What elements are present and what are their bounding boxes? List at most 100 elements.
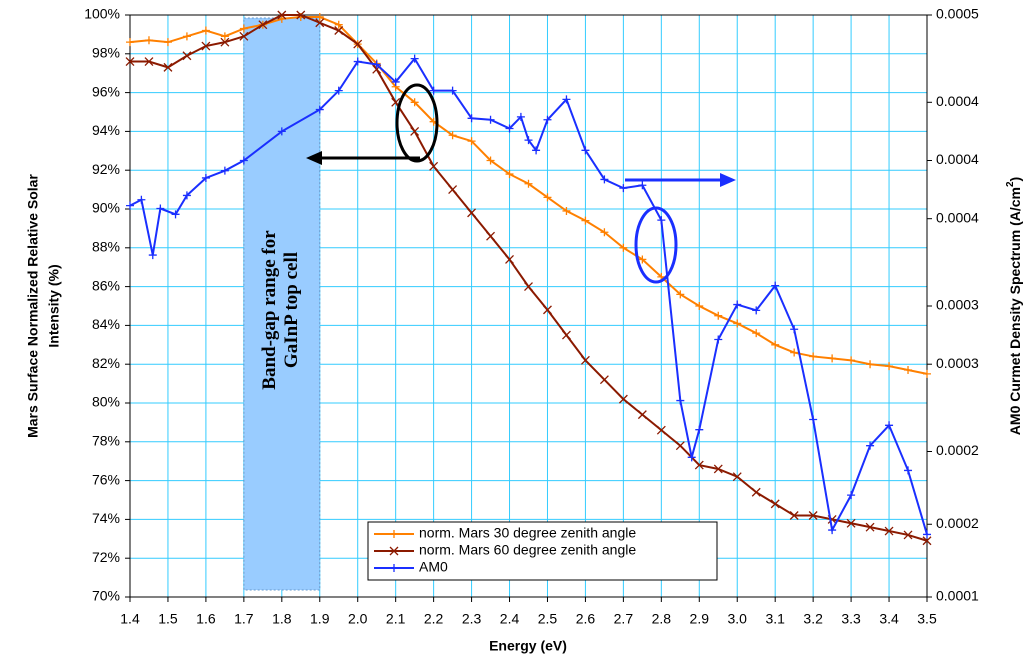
marker [733,319,742,328]
marker [220,32,229,41]
marker [885,362,894,371]
x-tick-label: 1.8 [272,611,292,627]
marker [296,10,306,20]
marker [866,441,875,450]
marker [771,340,780,349]
y-tick-label: 82% [92,355,120,371]
marker [561,330,571,340]
x-tick-label: 3.0 [728,611,748,627]
marker [618,394,628,404]
marker [543,305,552,315]
marker [638,255,647,264]
marker [532,146,541,155]
y2-axis-title-part: ) [1007,177,1023,182]
marker [904,466,913,475]
y-tick-label: 76% [92,471,120,487]
marker [676,396,685,405]
y-tick-label: 88% [92,239,120,255]
marker [903,530,913,540]
band [243,17,321,591]
marker [258,20,268,30]
y2-tick-label: 0.0002 [936,442,979,458]
marker [239,24,248,33]
marker [277,127,286,136]
y-tick-label: 70% [92,588,120,604]
marker [600,228,609,237]
y2-axis-title: AM0 Curmet Density Spectrum (A/cm2) [1005,177,1023,435]
marker [372,60,381,69]
marker [334,26,344,35]
x-tick-label: 3.2 [803,611,823,627]
x-tick-label: 2.1 [386,611,406,627]
y2-tick-label: 0.0004 [936,93,979,109]
y2-tick-label: 0.0002 [936,515,979,531]
series-line [129,56,928,535]
x-tick-label: 2.0 [348,611,368,627]
marker [467,208,477,218]
y-axis-title: Intensity (%) [46,264,62,347]
marker [752,329,761,338]
y2-tick-label: 0.0004 [936,209,979,225]
y2-tick-label: 0.0005 [936,6,979,22]
marker [126,201,134,210]
marker [239,31,249,41]
marker [125,57,135,67]
marker [847,356,856,365]
marker [524,282,533,292]
x-tick-label: 2.3 [462,611,482,627]
annotation-arrowhead [720,173,736,187]
x-tick-label: 2.9 [690,611,710,627]
marker [923,530,931,539]
y-tick-label: 86% [92,277,120,293]
marker [562,206,571,215]
y-tick-label: 74% [92,510,120,526]
y-tick-label: 72% [92,549,120,565]
y-tick-label: 84% [92,316,120,332]
marker [524,179,533,188]
marker [809,415,818,424]
marker [752,306,761,315]
marker [904,366,913,375]
marker [846,518,856,528]
marker [144,57,154,67]
marker [137,195,146,204]
x-tick-label: 1.5 [158,611,178,627]
marker [410,126,420,136]
marker [201,26,210,35]
x-tick-label: 1.9 [310,611,330,627]
marker [847,491,856,500]
marker [467,114,476,123]
y-tick-label: 80% [92,394,120,410]
marker [334,86,343,95]
legend-label: AM0 [419,559,448,575]
marker [600,175,609,184]
y2-tick-label: 0.0003 [936,297,979,313]
marker [733,300,742,309]
legend-label: norm. Mars 30 degree zenith angle [419,525,636,541]
x-tick-label: 1.7 [234,611,254,627]
band-label: Band-gap range for [259,230,280,390]
y2-tick-label: 0.0003 [936,355,979,371]
marker [923,369,931,378]
x-tick-label: 3.1 [765,611,785,627]
marker [353,39,363,49]
marker [789,511,799,520]
y-axis-title: Mars Surface Normalized Relative Solar [25,174,41,438]
marker [315,12,324,21]
plot-border [129,14,928,598]
marker [201,173,210,182]
marker [619,243,628,252]
marker [581,146,590,155]
y-tick-label: 92% [92,161,120,177]
marker [751,487,761,497]
y2-tick-label: 0.0004 [936,151,979,167]
marker [144,36,153,45]
y2-axis-title-sup: 2 [1005,181,1016,187]
marker [201,41,211,51]
marker [687,453,696,462]
marker [543,115,552,124]
marker [171,210,180,219]
marker [619,184,628,193]
marker [505,254,514,264]
